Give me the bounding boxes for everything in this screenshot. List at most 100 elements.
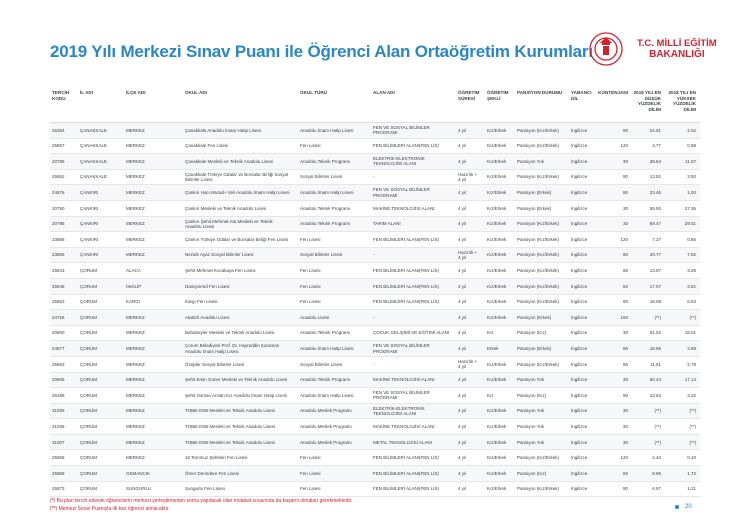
cell-ogretim-sekli: Kız/Erkek	[487, 455, 507, 461]
cell-okul-adi: Kargı Fen Lisesi	[185, 299, 218, 305]
header-tercih-kodu: TERCİH KODU	[52, 90, 70, 101]
cell-kontenjan: 90	[622, 252, 628, 258]
cell-ilce-adi: MERKEZ	[126, 377, 145, 383]
cell-kontenjan: 60	[622, 268, 628, 274]
cell-tercih-kodu: 20800	[52, 330, 65, 336]
cell-ogretim-suresi: 4 yıl	[458, 439, 467, 445]
cell-en-dusuk-dilim: 38.54	[649, 158, 661, 164]
cell-yabanci-dil: İngilizce	[571, 236, 588, 242]
cell-alan-adi: FEN BİLİMLERİ ALANI(FEN LİS)	[373, 470, 440, 476]
table-row: 25863 ÇORUM MERKEZ Özejder Sosyal Bilimler …	[50, 357, 700, 373]
cell-tercih-kodu: 24876	[52, 190, 65, 196]
cell-alan-adi: -	[373, 252, 375, 258]
cell-ogretim-sekli: Kız/Erkek	[487, 361, 507, 367]
cell-alan-adi: FEN BİLİMLERİ ALANI(FEN LİS)	[373, 486, 440, 492]
table-row: 24876 ÇANKIRI MERKEZ Çankırı Hacı Murad-i V…	[50, 185, 700, 201]
cell-ogretim-sekli: Kız/Erkek	[487, 423, 507, 429]
table-row: 20790 ÇANKIRI MERKEZ Çankırı Mesleki ve Tek…	[50, 201, 700, 217]
cell-tercih-kodu: 25857	[52, 143, 65, 149]
cell-en-dusuk-dilim: (**)	[654, 408, 662, 414]
cell-pansiyon-durumu: Pansiyon (Erkek)	[517, 314, 552, 320]
cell-ogretim-suresi: 4 yıl	[458, 486, 467, 492]
table-row: 24726 ÇORUM MERKEZ Atatürk Anadolu Lisesi An…	[50, 310, 700, 326]
cell-en-dusuk-dilim: (**)	[654, 314, 662, 320]
cell-en-dusuk-dilim: 18.08	[649, 299, 661, 305]
cell-okul-turu: Anadolu Teknik Programı	[300, 221, 351, 227]
cell-ilce-adi: MERKEZ	[126, 439, 145, 445]
table-row: 23865 ÇANKIRI MERKEZ Neziah Ayaz Sosyal Bil…	[50, 247, 700, 264]
cell-okul-adi: Çanakkale Türkiye Odalar ve Borsalar Bir…	[185, 171, 288, 183]
cell-en-yuksek-dilim: 3.81	[687, 283, 696, 289]
cell-ilce-adi: MERKEZ	[126, 423, 145, 429]
table-header: TERCİH KODU İL ADI İLÇE ADI OKUL ADI OKUL TÜ…	[50, 90, 700, 123]
cell-ilce-adi: İSKİLİP	[126, 283, 142, 289]
header-en-yuksek-dilim: 2018 YILI EN YÜKSEK YÜZDELİK DİLİM	[668, 90, 697, 112]
cell-pansiyon-durumu: Pansiyon Yok	[517, 158, 545, 164]
cell-ilce-adi: MERKEZ	[126, 455, 145, 461]
cell-en-yuksek-dilim: 18.01	[684, 330, 696, 336]
cell-okul-turu: Anadolu Teknik Programı	[300, 158, 351, 164]
cell-yabanci-dil: İngilizce	[571, 470, 588, 476]
cell-ogretim-sekli: Kız/Erkek	[487, 221, 507, 227]
cell-okul-adi: Çankırı Şehit Mehmet Ata Mesleki ve Tekn…	[185, 218, 273, 229]
cell-kontenjan: 120	[620, 236, 628, 242]
cell-kontenjan: 60	[622, 470, 628, 476]
cell-okul-adi: Şehit Osman Arslan Kız Anadolu İmam Hati…	[185, 392, 288, 398]
cell-okul-turu: Anadolu Meslek Programı	[300, 423, 352, 429]
cell-ilce-adi: MERKEZ	[126, 361, 145, 367]
cell-okul-turu: Sosyal Bilimler Lisesi	[300, 361, 343, 367]
cell-okul-adi: TOBB-OSB Mesleki ve Teknik Anadolu Lises…	[185, 408, 275, 414]
cell-en-yuksek-dilim: 2.02	[687, 127, 696, 133]
cell-okul-adi: Çanakkale Mesleki ve Teknik Anadolu Lise…	[185, 158, 273, 164]
cell-il-adi: ÇANAKKALE	[80, 174, 108, 180]
cell-okul-turu: Fen Lisesi	[300, 299, 321, 305]
cell-yabanci-dil: İngilizce	[571, 127, 588, 133]
cell-pansiyon-durumu: Pansiyon (Kız/Erkek)	[517, 268, 560, 274]
cell-okul-adi: Atatürk Anadolu Lisesi	[185, 314, 230, 320]
cell-pansiyon-durumu: Pansiyon (Kız)	[517, 392, 547, 398]
cell-ogretim-sekli: Kız/Erkek	[487, 486, 507, 492]
cell-alan-adi: FEN BİLİMLERİ ALANI(FEN LİS)	[373, 236, 440, 242]
cell-okul-turu: Fen Lisesi	[300, 486, 321, 492]
cell-pansiyon-durumu: Pansiyon Yok	[517, 439, 545, 445]
cell-kontenjan: 90	[622, 392, 628, 398]
cell-ogretim-suresi: 4 yıl	[458, 423, 467, 429]
cell-yabanci-dil: İngilizce	[571, 314, 588, 320]
cell-en-yuksek-dilim: 29.01	[684, 221, 696, 227]
cell-en-yuksek-dilim: 0.98	[687, 143, 696, 149]
cell-il-adi: ÇORUM	[80, 470, 97, 476]
cell-kontenjan: 120	[620, 455, 628, 461]
logo-line2: BAKANLIĞI	[649, 49, 705, 60]
cell-alan-adi: FEN VE SOSYAL BİLİMLER PROGRAMI	[373, 187, 430, 198]
cell-ilce-adi: MERKEZ	[126, 174, 145, 180]
cell-en-yuksek-dilim: 7.52	[687, 252, 696, 258]
cell-pansiyon-durumu: Pansiyon (Erkek)	[517, 346, 552, 351]
cell-okul-turu: Anadolu Meslek Programı	[300, 439, 352, 445]
cell-tercih-kodu: 25848	[52, 283, 65, 289]
table-row: 20795 ÇANKIRI MERKEZ Çankırı Şehit Mehmet A…	[50, 216, 700, 233]
cell-kontenjan: 30	[622, 330, 628, 336]
cell-en-dusuk-dilim: 7.27	[652, 236, 661, 242]
cell-ogretim-sekli: Kız/Erkek	[487, 143, 507, 149]
cell-okul-turu: Anadolu İmam Hatip Lisesi	[300, 392, 354, 398]
cell-en-yuksek-dilim: 0.10	[687, 455, 696, 461]
table-row: 25843 ÇORUM ALACA Şehit Mehmet Kocakaya Fen…	[50, 263, 700, 279]
cell-tercih-kodu: 24726	[52, 314, 65, 320]
schools-table: TERCİH KODU İL ADI İLÇE ADI OKUL ADI OKUL TÜ…	[50, 90, 700, 498]
cell-ogretim-sekli: Kız/Erkek	[487, 283, 507, 289]
cell-tercih-kodu: 31007	[52, 439, 65, 445]
cell-il-adi: ÇORUM	[80, 455, 97, 461]
cell-en-dusuk-dilim: 2.42	[652, 455, 661, 461]
cell-en-yuksek-dilim: (**)	[689, 314, 697, 320]
cell-yabanci-dil: İngilizce	[571, 439, 588, 445]
cell-tercih-kodu: 25873	[52, 486, 65, 492]
header-ogretim-suresi: ÖĞRETİM SÜRESİ	[458, 90, 480, 101]
cell-okul-turu: Anadolu Meslek Programı	[300, 408, 352, 414]
cell-tercih-kodu: 25843	[52, 268, 65, 274]
cell-yabanci-dil: İngilizce	[571, 423, 588, 429]
cell-ogretim-suresi: 4 yıl	[458, 346, 467, 351]
cell-yabanci-dil: İngilizce	[571, 190, 588, 196]
cell-kontenjan: 60	[622, 299, 628, 305]
cell-okul-turu: Sosyal Bilimler Lisesi	[300, 252, 343, 258]
cell-en-yuksek-dilim: 17.14	[684, 377, 696, 383]
